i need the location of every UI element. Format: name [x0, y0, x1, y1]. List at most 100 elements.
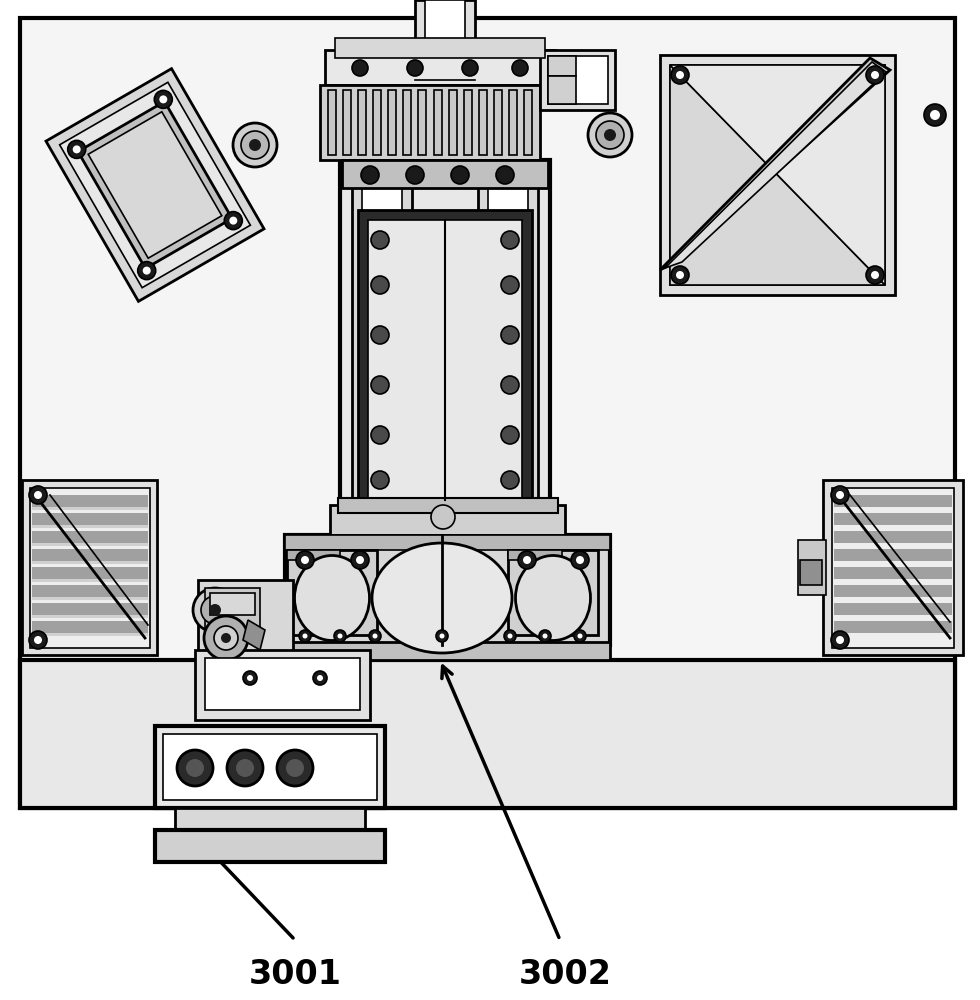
Bar — [548, 76, 576, 104]
Bar — [548, 56, 608, 104]
Circle shape — [236, 759, 254, 777]
Circle shape — [588, 113, 632, 157]
Circle shape — [229, 217, 237, 225]
Circle shape — [243, 671, 257, 685]
Bar — [330, 505, 565, 535]
Bar — [155, 726, 385, 808]
Bar — [20, 18, 955, 808]
Circle shape — [371, 276, 389, 294]
Circle shape — [286, 759, 304, 777]
Circle shape — [671, 66, 689, 84]
Polygon shape — [834, 567, 952, 579]
Bar — [30, 488, 150, 648]
Polygon shape — [660, 58, 890, 270]
Bar — [832, 488, 954, 648]
Circle shape — [462, 60, 478, 76]
Circle shape — [831, 486, 849, 504]
Polygon shape — [32, 585, 148, 597]
Circle shape — [186, 759, 204, 777]
Circle shape — [301, 556, 309, 564]
Circle shape — [371, 426, 389, 444]
Circle shape — [577, 634, 582, 639]
Circle shape — [924, 104, 946, 126]
Bar — [340, 160, 550, 540]
Circle shape — [501, 471, 519, 489]
Circle shape — [334, 630, 346, 642]
Bar — [342, 160, 548, 188]
Circle shape — [539, 630, 551, 642]
Circle shape — [407, 60, 423, 76]
Circle shape — [571, 551, 589, 569]
Circle shape — [518, 551, 536, 569]
Circle shape — [871, 71, 879, 79]
Circle shape — [227, 750, 263, 786]
Circle shape — [317, 675, 323, 681]
Bar — [175, 808, 365, 830]
Bar — [338, 498, 558, 513]
Circle shape — [143, 267, 151, 275]
Circle shape — [296, 551, 314, 569]
Bar — [478, 175, 538, 505]
Circle shape — [574, 630, 586, 642]
Circle shape — [406, 166, 424, 184]
Circle shape — [836, 636, 844, 644]
Polygon shape — [670, 65, 885, 285]
Circle shape — [34, 636, 42, 644]
Circle shape — [930, 110, 940, 120]
Bar — [425, 0, 465, 160]
Polygon shape — [32, 633, 148, 636]
Polygon shape — [78, 102, 232, 268]
Bar — [798, 540, 826, 595]
Circle shape — [356, 556, 364, 564]
Circle shape — [221, 633, 231, 643]
Bar — [494, 90, 502, 155]
Polygon shape — [32, 507, 148, 510]
Bar — [285, 535, 610, 645]
Circle shape — [233, 123, 277, 167]
Bar — [548, 56, 576, 76]
Polygon shape — [243, 620, 265, 650]
Bar — [285, 535, 610, 550]
Bar — [418, 90, 426, 155]
Polygon shape — [46, 69, 264, 301]
Circle shape — [193, 588, 237, 632]
Bar — [508, 550, 598, 635]
Circle shape — [431, 505, 455, 529]
Circle shape — [352, 60, 368, 76]
Bar — [660, 55, 895, 295]
Polygon shape — [32, 495, 148, 507]
Bar — [328, 90, 336, 155]
Circle shape — [439, 634, 445, 639]
Bar — [540, 50, 615, 110]
Circle shape — [501, 376, 519, 394]
Bar — [373, 90, 381, 155]
Circle shape — [372, 634, 377, 639]
Bar — [285, 642, 610, 660]
Polygon shape — [670, 65, 885, 285]
Circle shape — [277, 750, 313, 786]
Circle shape — [836, 491, 844, 499]
Polygon shape — [834, 603, 952, 615]
Circle shape — [501, 231, 519, 249]
Circle shape — [512, 60, 528, 76]
Circle shape — [436, 630, 448, 642]
Polygon shape — [32, 531, 148, 543]
Ellipse shape — [372, 543, 512, 653]
Bar — [800, 560, 822, 585]
Circle shape — [249, 139, 261, 151]
Circle shape — [34, 491, 42, 499]
Polygon shape — [60, 82, 250, 288]
Circle shape — [29, 486, 47, 504]
Circle shape — [224, 212, 242, 230]
Circle shape — [371, 376, 389, 394]
Polygon shape — [32, 579, 148, 582]
Polygon shape — [834, 531, 952, 543]
Bar — [524, 90, 532, 155]
Polygon shape — [834, 621, 952, 633]
Circle shape — [204, 616, 248, 660]
Circle shape — [596, 121, 624, 149]
Bar — [205, 658, 360, 710]
Bar — [358, 210, 532, 510]
Bar — [320, 85, 540, 160]
Circle shape — [241, 131, 269, 159]
